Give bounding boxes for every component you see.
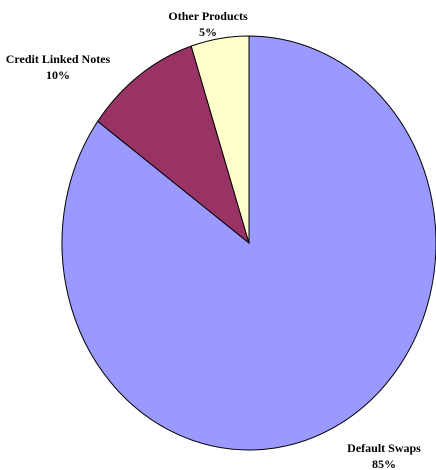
slice-label: Default Swaps bbox=[347, 441, 421, 455]
slice-label: Credit Linked Notes bbox=[6, 52, 111, 66]
slice-label: Other Products bbox=[168, 9, 248, 23]
slice-value-label: 5% bbox=[199, 25, 217, 39]
slice-value-label: 85% bbox=[372, 457, 396, 470]
pie-slice bbox=[97, 45, 250, 245]
pie-slice bbox=[190, 35, 250, 244]
slice-value-label: 10% bbox=[46, 68, 70, 82]
